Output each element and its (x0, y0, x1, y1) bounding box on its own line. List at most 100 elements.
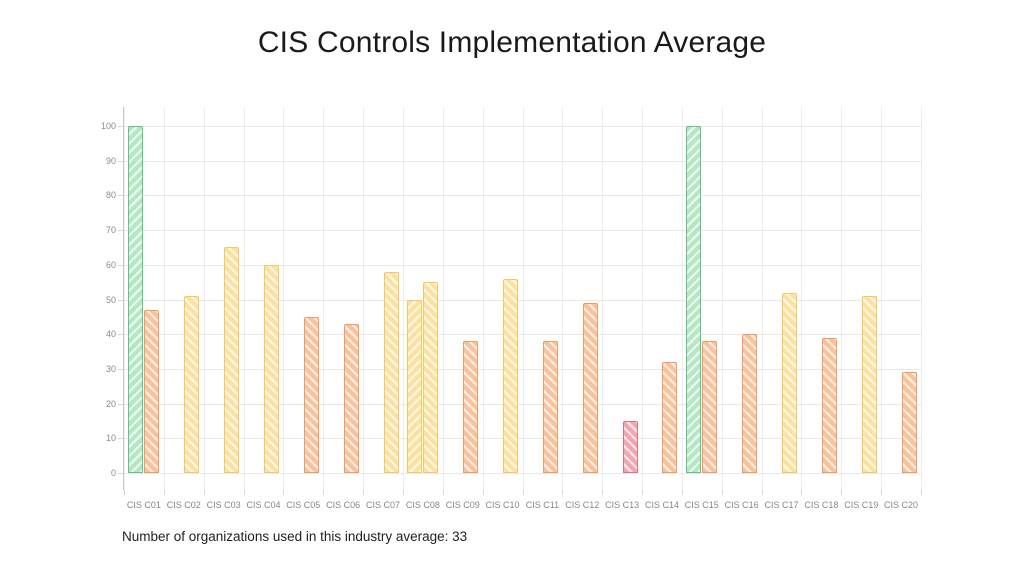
x-axis-tick (442, 490, 444, 495)
y-axis-tick (118, 438, 123, 440)
bar-series2-cis-c14 (662, 361, 678, 473)
x-tick-label: CIS C19 (844, 500, 879, 510)
gridline-horizontal (124, 368, 921, 370)
x-tick-label: CIS C16 (724, 500, 759, 510)
gridline-horizontal (124, 195, 921, 197)
x-tick-label: CIS C02 (166, 500, 201, 510)
x-tick-label: CIS C13 (605, 500, 640, 510)
x-axis-tick (363, 490, 365, 495)
y-axis-tick (118, 160, 123, 162)
y-tick-label: 80 (105, 190, 116, 201)
x-axis-tick (243, 490, 245, 495)
x-tick-label: CIS C08 (405, 500, 440, 510)
bar-series2-cis-c08 (423, 282, 439, 473)
chart-title: CIS Controls Implementation Average (257, 26, 767, 59)
y-tick-label: 70 (105, 225, 116, 236)
y-tick-label: 0 (110, 468, 116, 478)
gridline-horizontal (124, 403, 921, 405)
x-tick-label: CIS C10 (485, 500, 520, 510)
gridline-vertical (602, 107, 604, 490)
gridline-horizontal (124, 438, 921, 440)
x-axis-tick (323, 490, 325, 495)
bar-series2-cis-c09 (463, 341, 479, 473)
bar-series2-cis-c12 (582, 302, 598, 473)
x-tick-label: CIS C07 (366, 500, 401, 510)
x-tick-label: CIS C14 (644, 500, 679, 510)
gridline-vertical (801, 107, 803, 490)
y-tick-label: 20 (105, 398, 116, 409)
x-axis-tick (602, 490, 604, 495)
bar-series2-cis-c20 (901, 372, 917, 473)
x-tick-label: CIS C01 (126, 500, 161, 510)
gridline-vertical (243, 107, 245, 490)
y-axis-tick (118, 299, 123, 301)
bar-series2-cis-c17 (782, 292, 798, 473)
gridline-vertical (681, 107, 683, 490)
y-tick-label: 90 (105, 155, 116, 166)
x-axis-tick (482, 490, 484, 495)
gridline-vertical (402, 107, 404, 490)
y-axis-tick (118, 195, 123, 197)
gridline-vertical (442, 107, 444, 490)
x-axis-tick (761, 490, 763, 495)
gridline-vertical (482, 107, 484, 490)
bar-series2-cis-c19 (861, 296, 877, 473)
bar-series2-cis-c10 (503, 278, 519, 473)
gridline-vertical (562, 107, 564, 490)
x-tick-label: CIS C11 (525, 500, 560, 510)
x-axis-tick (163, 490, 165, 495)
x-axis-tick (921, 490, 922, 495)
x-tick-label: CIS C17 (764, 500, 799, 510)
gridline-horizontal (124, 264, 921, 266)
x-tick-label: CIS C06 (326, 500, 361, 510)
bar-series1-cis-c01 (128, 126, 144, 473)
gridline-horizontal (124, 299, 921, 301)
gridline-horizontal (124, 126, 921, 127)
gridline-vertical (921, 107, 922, 490)
x-tick-label: CIS C05 (286, 500, 321, 510)
x-axis-tick (881, 490, 883, 495)
gridline-horizontal (124, 160, 921, 162)
x-axis-tick (522, 490, 524, 495)
x-axis-tick (283, 490, 285, 495)
y-axis-tick (118, 230, 123, 232)
x-tick-label: CIS C09 (445, 500, 480, 510)
bar-series1-cis-c08 (407, 299, 423, 473)
y-axis-tick (118, 403, 123, 405)
gridline-vertical (283, 107, 285, 490)
y-axis-tick (118, 473, 123, 474)
bar-series1-cis-c15 (686, 126, 702, 473)
x-tick-label: CIS C18 (804, 500, 839, 510)
bar-series2-cis-c04 (263, 264, 279, 473)
gridline-vertical (761, 107, 763, 490)
x-tick-label: CIS C15 (684, 500, 719, 510)
x-axis-tick (681, 490, 683, 495)
chart-caption: Number of organizations used in this ind… (122, 529, 468, 544)
gridline-horizontal (124, 473, 921, 474)
gridline-vertical (363, 107, 365, 490)
bar-series2-cis-c06 (343, 323, 359, 473)
y-tick-label: 100 (100, 121, 116, 131)
gridline-vertical (203, 107, 205, 490)
y-tick-label: 60 (105, 259, 116, 270)
bar-series2-cis-c16 (742, 334, 758, 473)
gridline-vertical (642, 107, 644, 490)
x-tick-label: CIS C03 (206, 500, 241, 510)
bar-series2-cis-c18 (821, 337, 837, 473)
bar-series2-cis-c01 (144, 309, 160, 473)
x-axis-tick (642, 490, 644, 495)
bar-series2-cis-c05 (303, 316, 319, 473)
bar-series2-cis-c03 (224, 247, 240, 473)
bar-series2-cis-c11 (542, 341, 558, 473)
gridline-vertical (721, 107, 723, 490)
x-tick-label: CIS C12 (565, 500, 600, 510)
gridline-vertical (163, 107, 165, 490)
gridline-vertical (841, 107, 843, 490)
gridline-horizontal (124, 230, 921, 232)
x-axis-tick (124, 490, 125, 495)
bar-series2-cis-c07 (383, 271, 399, 473)
gridline-vertical (881, 107, 883, 490)
x-tick-label: CIS C04 (246, 500, 281, 510)
y-axis-tick (118, 368, 123, 370)
